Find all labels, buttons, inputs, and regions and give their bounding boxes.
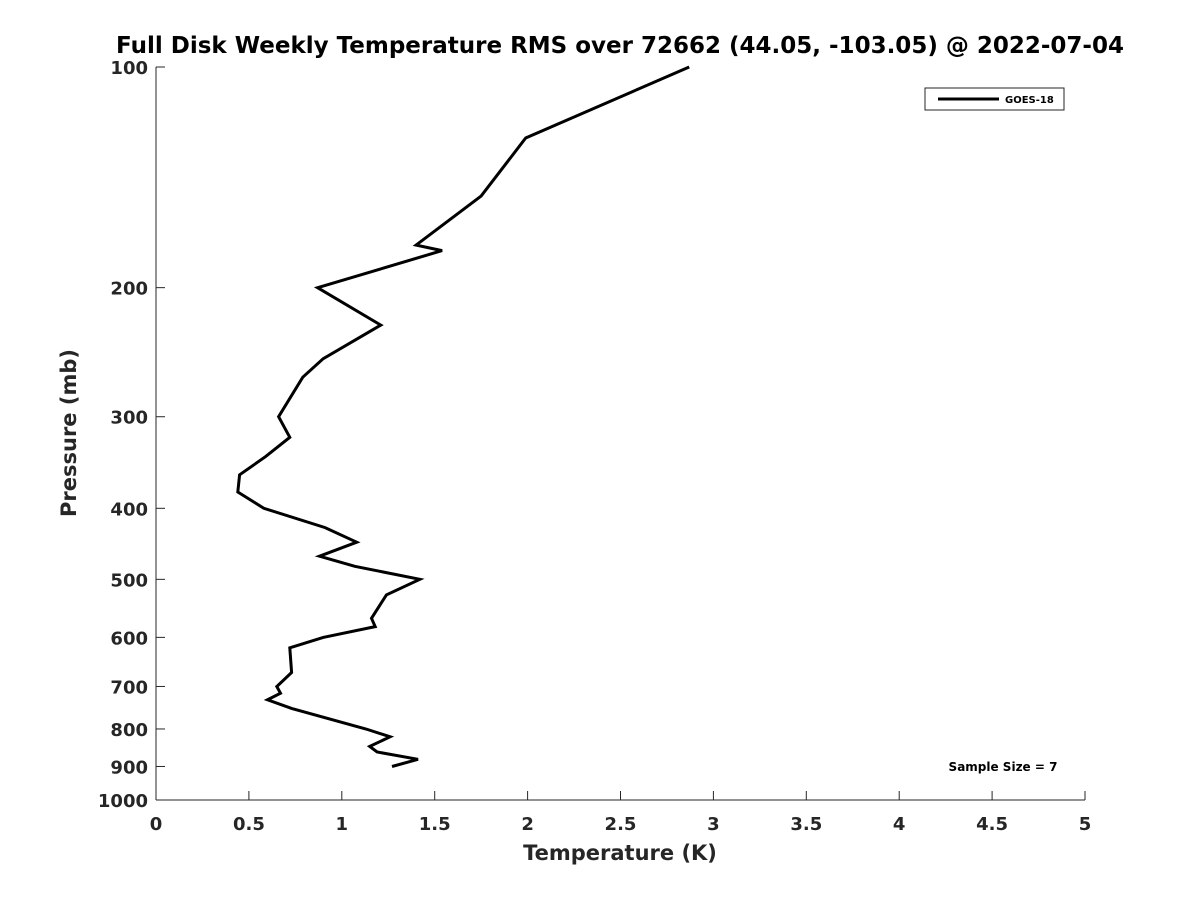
series-line-goes-18: [236, 65, 690, 768]
y-tick-label: 900: [110, 757, 148, 778]
x-tick-label: 2.5: [605, 814, 637, 835]
series-layer: [236, 65, 690, 768]
x-tick-label: 0: [150, 814, 163, 835]
x-ticks: 0 0.5 1 1.5 2 2.5 3 3.5 4 4.5 5: [150, 791, 1092, 835]
y-ticks: 100 200 300 400 500 600 700 800 900 1000: [98, 58, 165, 812]
legend: GOES-18: [924, 87, 1065, 111]
y-tick-label: 300: [110, 408, 148, 429]
y-tick-label: 400: [110, 499, 148, 520]
y-tick-label: 800: [110, 720, 148, 741]
x-tick-label: 1: [336, 814, 349, 835]
legend-label-goes-18: GOES-18: [1005, 95, 1054, 106]
y-tick-label: 200: [110, 279, 148, 300]
sample-size-annotation: Sample Size = 7: [949, 760, 1058, 774]
x-tick-label: 4.5: [976, 814, 1008, 835]
y-tick-label: 100: [110, 58, 148, 79]
x-tick-label: 3: [707, 814, 720, 835]
y-tick-label: 1000: [98, 791, 148, 812]
x-tick-label: 0.5: [233, 814, 265, 835]
x-tick-label: 1.5: [419, 814, 451, 835]
y-tick-label: 600: [110, 628, 148, 649]
y-tick-label: 500: [110, 570, 148, 591]
x-tick-label: 3.5: [790, 814, 822, 835]
x-tick-label: 4: [893, 814, 906, 835]
axes: [155, 67, 1085, 801]
y-axis-label: Pressure (mb): [57, 349, 81, 517]
y-tick-label: 700: [110, 677, 148, 698]
chart-title: Full Disk Weekly Temperature RMS over 72…: [116, 33, 1124, 59]
x-tick-label: 2: [521, 814, 534, 835]
x-axis-label: Temperature (K): [523, 841, 717, 865]
x-tick-label: 5: [1079, 814, 1092, 835]
